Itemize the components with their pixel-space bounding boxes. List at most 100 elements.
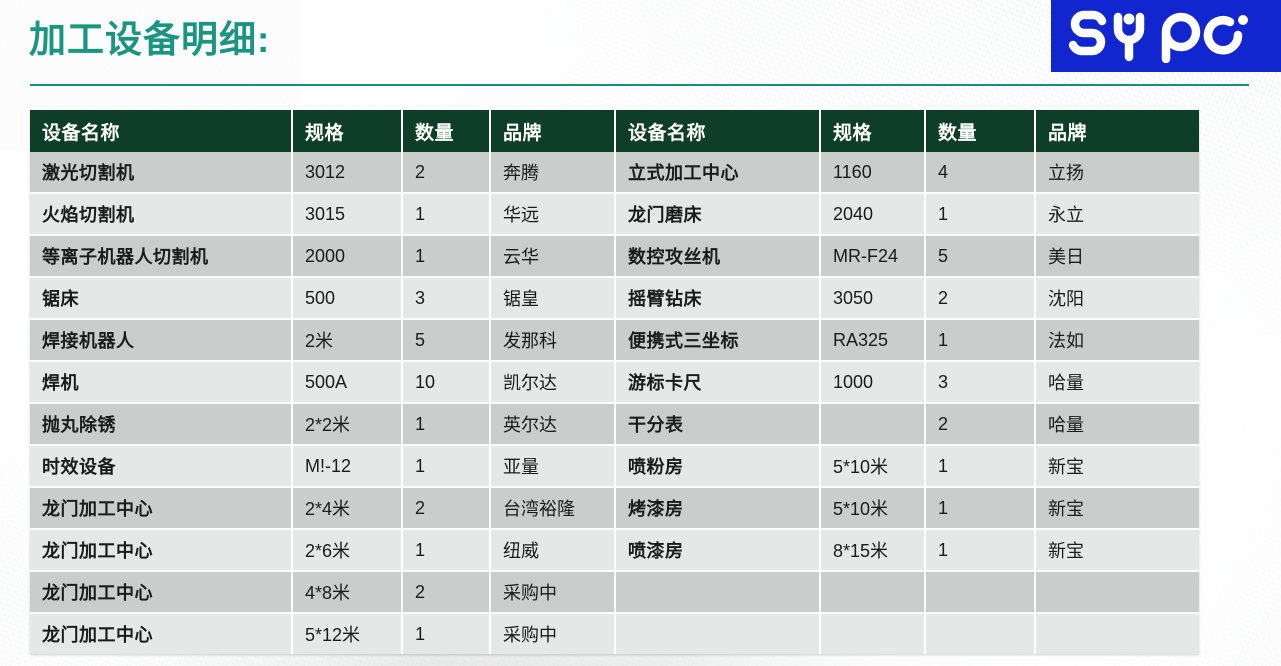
cell-brand-right: 永立 bbox=[1035, 193, 1199, 236]
cell-device-name-right: 立式加工中心 bbox=[615, 152, 821, 194]
cell-quantity-left: 2 bbox=[402, 487, 491, 530]
column-header-device-name-left: 设备名称 bbox=[30, 110, 293, 152]
table-row: 龙门加工中心 2*6米 1 纽威 喷漆房 8*15米 1 新宝 bbox=[30, 529, 1199, 572]
cell-brand-left: 采购中 bbox=[490, 613, 616, 654]
column-header-device-name-right: 设备名称 bbox=[615, 110, 821, 152]
cell-quantity-right: 5 bbox=[925, 235, 1036, 278]
cell-spec-right bbox=[820, 571, 926, 614]
cell-device-name-right: 烤漆房 bbox=[615, 487, 821, 530]
table-body: 激光切割机 3012 2 奔腾 立式加工中心 1160 4 立扬 火焰切割机 3015 1 华远 龙门磨… bbox=[30, 152, 1199, 654]
cell-brand-right: 新宝 bbox=[1035, 487, 1199, 530]
cell-quantity-right bbox=[925, 571, 1036, 614]
column-header-brand-left: 品牌 bbox=[490, 110, 616, 152]
table-row: 时效设备 M!-12 1 亚量 喷粉房 5*10米 1 新宝 bbox=[30, 445, 1199, 488]
cell-quantity-left: 1 bbox=[402, 613, 491, 654]
cell-spec-left: 500 bbox=[292, 277, 403, 320]
cell-spec-right: MR-F24 bbox=[820, 235, 926, 278]
column-header-spec-right: 规格 bbox=[820, 110, 926, 152]
table-row: 激光切割机 3012 2 奔腾 立式加工中心 1160 4 立扬 bbox=[30, 152, 1199, 194]
cell-device-name-right: 便携式三坐标 bbox=[615, 319, 821, 362]
cell-quantity-left: 1 bbox=[402, 445, 491, 488]
cell-device-name-right bbox=[615, 613, 821, 654]
cell-quantity-left: 2 bbox=[402, 571, 491, 614]
cell-device-name-right: 数控攻丝机 bbox=[615, 235, 821, 278]
cell-device-name-left: 抛丸除锈 bbox=[30, 403, 293, 446]
cell-spec-left: 500A bbox=[292, 361, 403, 404]
cell-brand-left: 奔腾 bbox=[490, 152, 616, 194]
cell-brand-right: 新宝 bbox=[1035, 445, 1199, 488]
table-row: 火焰切割机 3015 1 华远 龙门磨床 2040 1 永立 bbox=[30, 193, 1199, 236]
cell-quantity-left: 1 bbox=[402, 235, 491, 278]
table-row: 焊机 500A 10 凯尔达 游标卡尺 1000 3 哈量 bbox=[30, 361, 1199, 404]
cell-quantity-right: 1 bbox=[925, 193, 1036, 236]
cell-quantity-right: 3 bbox=[925, 361, 1036, 404]
cell-quantity-left: 1 bbox=[402, 529, 491, 572]
cell-brand-left: 锯皇 bbox=[490, 277, 616, 320]
sypo-logo-mark bbox=[1068, 10, 1248, 63]
cell-brand-right: 美日 bbox=[1035, 235, 1199, 278]
cell-spec-left: 3015 bbox=[292, 193, 403, 236]
cell-brand-left: 采购中 bbox=[490, 571, 616, 614]
cell-brand-left: 云华 bbox=[490, 235, 616, 278]
cell-brand-right: 哈量 bbox=[1035, 361, 1199, 404]
cell-quantity-right: 4 bbox=[925, 152, 1036, 194]
cell-brand-left: 台湾裕隆 bbox=[490, 487, 616, 530]
cell-brand-left: 英尔达 bbox=[490, 403, 616, 446]
cell-quantity-left: 10 bbox=[402, 361, 491, 404]
cell-quantity-left: 3 bbox=[402, 277, 491, 320]
cell-device-name-left: 龙门加工中心 bbox=[30, 487, 293, 530]
cell-device-name-left: 龙门加工中心 bbox=[30, 571, 293, 614]
table-row: 龙门加工中心 4*8米 2 采购中 bbox=[30, 571, 1199, 614]
cell-brand-left: 发那科 bbox=[490, 319, 616, 362]
cell-spec-left: 5*12米 bbox=[292, 613, 403, 654]
cell-spec-left: 2*2米 bbox=[292, 403, 403, 446]
cell-brand-right: 哈量 bbox=[1035, 403, 1199, 446]
cell-spec-right bbox=[820, 613, 926, 654]
cell-spec-left: M!-12 bbox=[292, 445, 403, 488]
cell-device-name-left: 激光切割机 bbox=[30, 152, 293, 194]
cell-quantity-left: 2 bbox=[402, 152, 491, 194]
page-title: 加工设备明细: bbox=[29, 19, 271, 60]
column-header-quantity-left: 数量 bbox=[402, 110, 491, 152]
cell-brand-right bbox=[1035, 571, 1199, 614]
cell-device-name-right: 游标卡尺 bbox=[615, 361, 821, 404]
cell-brand-left: 凯尔达 bbox=[490, 361, 616, 404]
table-row: 龙门加工中心 2*4米 2 台湾裕隆 烤漆房 5*10米 1 新宝 bbox=[30, 487, 1199, 530]
table-row: 锯床 500 3 锯皇 摇臂钻床 3050 2 沈阳 bbox=[30, 277, 1199, 320]
sypo-logo bbox=[1051, 0, 1281, 72]
cell-quantity-left: 1 bbox=[402, 193, 491, 236]
cell-spec-left: 2*6米 bbox=[292, 529, 403, 572]
cell-spec-left: 2*4米 bbox=[292, 487, 403, 530]
table-row: 龙门加工中心 5*12米 1 采购中 bbox=[30, 613, 1199, 654]
cell-quantity-right: 1 bbox=[925, 529, 1036, 572]
cell-spec-right: 3050 bbox=[820, 277, 926, 320]
cell-brand-right bbox=[1035, 613, 1199, 654]
table-row: 等离子机器人切割机 2000 1 云华 数控攻丝机 MR-F24 5 美日 bbox=[30, 235, 1199, 278]
cell-brand-left: 纽威 bbox=[490, 529, 616, 572]
cell-device-name-right: 喷粉房 bbox=[615, 445, 821, 488]
column-header-quantity-right: 数量 bbox=[925, 110, 1036, 152]
cell-quantity-right: 1 bbox=[925, 487, 1036, 530]
table-row: 焊接机器人 2米 5 发那科 便携式三坐标 RA325 1 法如 bbox=[30, 319, 1199, 362]
cell-brand-left: 亚量 bbox=[490, 445, 616, 488]
equipment-table: 设备名称 规格 数量 品牌 设备名称 规格 数量 品牌 激光切割机 3012 2 奔腾… bbox=[30, 110, 1199, 654]
cell-device-name-left: 等离子机器人切割机 bbox=[30, 235, 293, 278]
cell-spec-right: 2040 bbox=[820, 193, 926, 236]
cell-spec-right: 8*15米 bbox=[820, 529, 926, 572]
cell-spec-left: 2米 bbox=[292, 319, 403, 362]
cell-device-name-left: 焊机 bbox=[30, 361, 293, 404]
cell-spec-left: 3012 bbox=[292, 152, 403, 194]
cell-quantity-right: 1 bbox=[925, 445, 1036, 488]
title-underline-rule bbox=[30, 84, 1249, 86]
column-header-brand-right: 品牌 bbox=[1035, 110, 1199, 152]
cell-spec-left: 4*8米 bbox=[292, 571, 403, 614]
cell-device-name-left: 焊接机器人 bbox=[30, 319, 293, 362]
cell-device-name-right: 喷漆房 bbox=[615, 529, 821, 572]
cell-quantity-right: 2 bbox=[925, 277, 1036, 320]
cell-device-name-left: 龙门加工中心 bbox=[30, 613, 293, 654]
cell-device-name-left: 锯床 bbox=[30, 277, 293, 320]
table-row: 抛丸除锈 2*2米 1 英尔达 干分表 2 哈量 bbox=[30, 403, 1199, 446]
cell-device-name-left: 火焰切割机 bbox=[30, 193, 293, 236]
cell-spec-right: 1000 bbox=[820, 361, 926, 404]
cell-brand-left: 华远 bbox=[490, 193, 616, 236]
